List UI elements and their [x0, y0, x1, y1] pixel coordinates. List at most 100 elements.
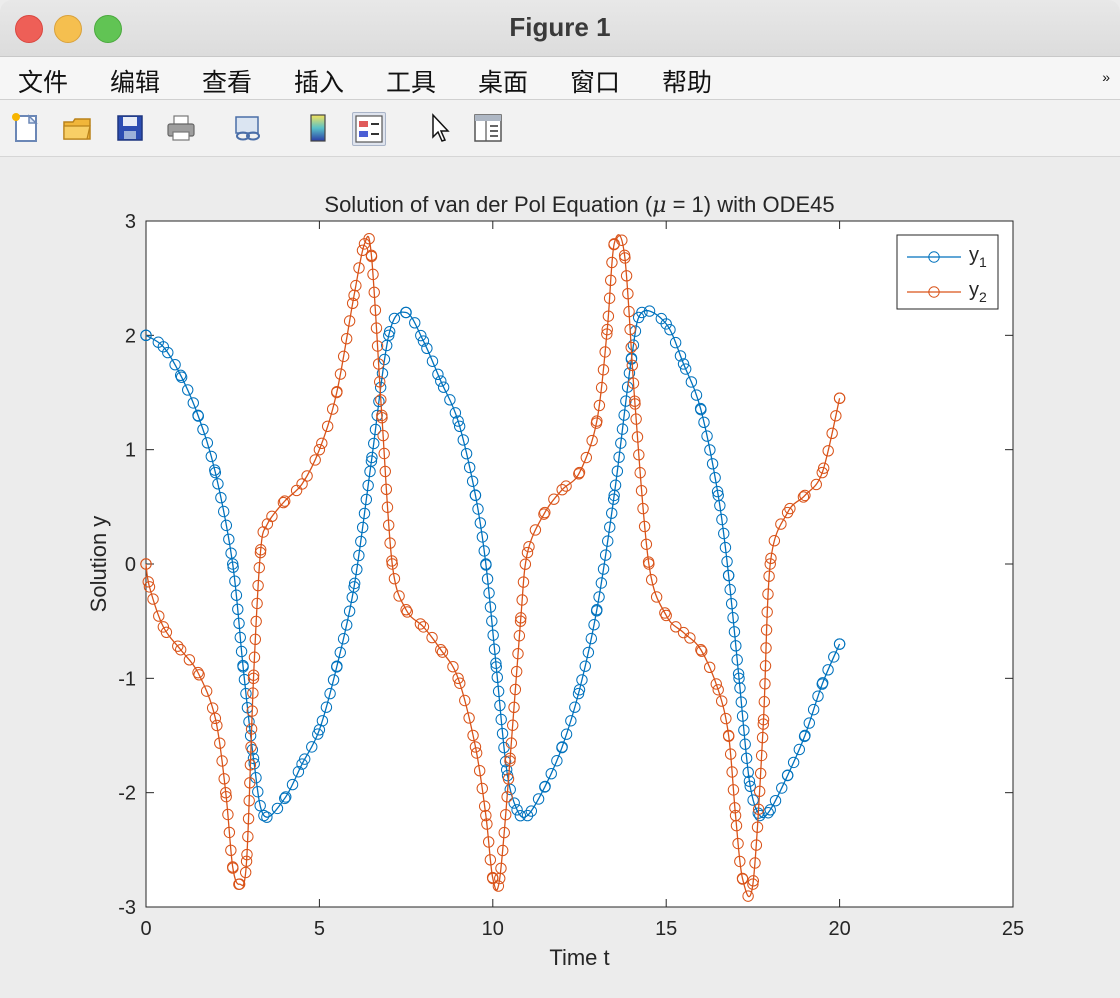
marker-y2 [241, 848, 253, 861]
colorbar-icon[interactable] [302, 112, 334, 144]
marker-y2 [248, 651, 261, 663]
marker-y2 [243, 795, 255, 807]
marker-y2 [340, 332, 353, 345]
plot-area[interactable] [145, 220, 1014, 908]
x-tick-label: 10 [482, 918, 504, 940]
marker-y2 [375, 394, 387, 406]
marker-y1 [690, 389, 703, 401]
marker-y2 [734, 855, 746, 868]
marker-y2 [245, 741, 257, 753]
data-point-y2 [764, 558, 776, 570]
marker-y1 [476, 531, 489, 543]
marker-y1 [747, 794, 759, 806]
menu-desktop[interactable]: 桌面 [478, 68, 529, 97]
marker-y1 [227, 561, 239, 573]
marker-y2 [513, 630, 526, 642]
data-point-y1 [816, 678, 828, 690]
data-point-y2 [712, 684, 724, 696]
marker-y2 [247, 669, 260, 681]
y-tick-label: -2 [118, 783, 136, 805]
data-point-y2 [722, 729, 735, 742]
double-chevron-icon[interactable]: » [1102, 69, 1110, 85]
marker-y1 [235, 645, 248, 658]
property-editor-icon[interactable] [472, 112, 504, 144]
marker-y2 [633, 449, 645, 461]
menu-insert[interactable]: 插入 [294, 68, 345, 97]
y-axis-label: Solution y [86, 516, 111, 613]
pointer-icon[interactable] [424, 112, 456, 144]
marker-y1 [254, 799, 266, 812]
marker-y2 [603, 292, 616, 304]
marker-y1 [807, 703, 820, 716]
marker-y2 [696, 645, 708, 657]
legend[interactable] [896, 234, 999, 310]
window-title: Figure 1 [509, 12, 611, 42]
marker-y1 [415, 329, 427, 342]
marker-y1 [334, 646, 346, 659]
link-plot-icon[interactable] [232, 112, 264, 144]
open-file-icon[interactable] [61, 112, 93, 144]
marker-y1 [243, 716, 255, 728]
marker-y1 [495, 713, 507, 726]
marker-y1 [487, 629, 499, 641]
marker-y2 [599, 346, 611, 358]
data-point-y1 [712, 489, 724, 502]
marker-y1 [719, 541, 732, 554]
data-point-y2 [677, 626, 690, 639]
marker-y1 [616, 423, 629, 435]
data-point-y1 [608, 489, 620, 502]
data-point-y1 [452, 415, 464, 427]
menu-view[interactable]: 查看 [202, 68, 253, 97]
data-point-y1 [313, 724, 326, 736]
minimize-window-button[interactable] [54, 15, 82, 43]
close-window-button[interactable] [15, 15, 43, 43]
data-point-y2 [618, 249, 631, 262]
data-point-y2 [833, 392, 846, 404]
marker-y1 [324, 687, 336, 700]
menu-tools[interactable]: 工具 [386, 68, 437, 97]
marker-y1 [280, 791, 292, 803]
data-point-y2 [254, 546, 267, 559]
marker-y1 [623, 367, 636, 379]
marker-y1 [728, 626, 741, 638]
data-point-y1 [383, 329, 395, 342]
marker-y1 [731, 654, 743, 666]
x-axis-label: Time t [549, 945, 609, 970]
marker-y2 [757, 713, 770, 726]
data-point-y1 [743, 775, 756, 787]
new-figure-icon[interactable] [10, 112, 42, 144]
marker-y1 [706, 458, 719, 470]
legend-icon[interactable] [352, 112, 386, 146]
marker-y1 [604, 521, 616, 533]
menu-window[interactable]: 窗口 [570, 68, 621, 97]
marker-y1 [560, 728, 573, 740]
marker-y1 [627, 339, 640, 351]
marker-y1 [545, 768, 557, 780]
y-tick-label: -1 [118, 668, 136, 690]
zoom-window-button[interactable] [94, 15, 122, 43]
data-point-y2 [757, 718, 770, 730]
menu-file[interactable]: 文件 [18, 68, 69, 97]
menu-edit[interactable]: 编辑 [110, 68, 161, 97]
data-point-y2 [240, 855, 253, 867]
print-icon[interactable] [165, 112, 197, 144]
marker-y2 [634, 467, 646, 479]
marker-y1 [793, 743, 806, 756]
data-point-y2 [143, 581, 156, 593]
data-point-y2 [591, 415, 603, 427]
data-point-y1 [258, 809, 270, 822]
marker-y2 [447, 660, 459, 673]
marker-y2 [484, 854, 497, 866]
marker-y2 [620, 270, 633, 282]
data-point-y2 [435, 644, 447, 656]
marker-y1 [460, 447, 473, 460]
save-icon[interactable] [114, 112, 146, 144]
menu-help[interactable]: 帮助 [662, 68, 713, 97]
data-point-y1 [331, 661, 343, 673]
marker-y2 [498, 826, 510, 839]
title-bar[interactable]: Figure 1 [0, 0, 1120, 57]
marker-y2 [726, 766, 738, 778]
marker-y1 [368, 437, 380, 450]
marker-y2 [193, 669, 205, 681]
marker-y1 [787, 756, 800, 769]
